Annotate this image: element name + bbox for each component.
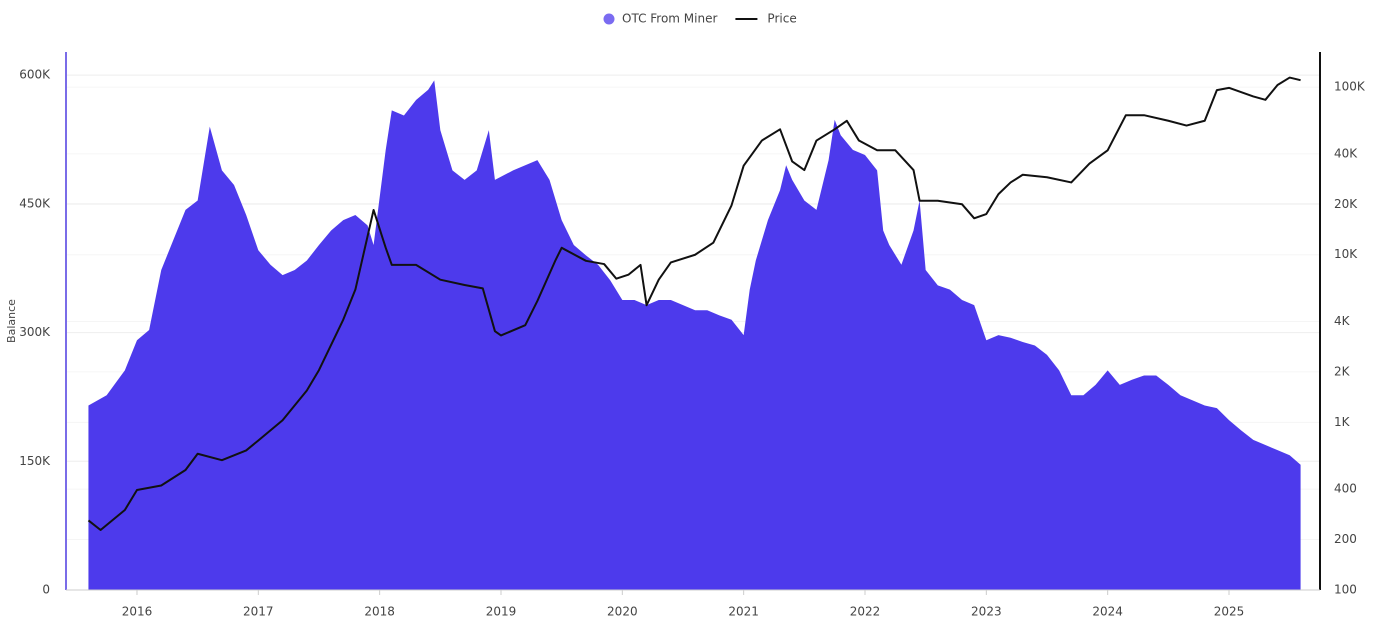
- y2-tick-label: 200: [1334, 532, 1357, 546]
- y2-tick-label: 10K: [1334, 247, 1358, 261]
- y2-tick-label: 100: [1334, 583, 1357, 597]
- y-axis-label: Balance: [5, 299, 18, 343]
- x-tick-label: 2024: [1092, 605, 1123, 619]
- x-tick-label: 2016: [122, 605, 153, 619]
- y2-tick-label: 40K: [1334, 146, 1358, 160]
- x-tick-label: 2023: [971, 605, 1002, 619]
- x-tick-label: 2020: [607, 605, 638, 619]
- price-line: [87, 76, 1301, 532]
- area: [88, 80, 1301, 590]
- y-tick-label: 300K: [19, 325, 51, 339]
- x-tick-label: 2025: [1214, 605, 1245, 619]
- y2-tick-label: 100K: [1334, 80, 1366, 94]
- legend-swatch: [603, 13, 615, 25]
- x-tick-label: 2018: [364, 605, 395, 619]
- x-tick-label: 2017: [243, 605, 274, 619]
- y2-tick-label: 400: [1334, 482, 1357, 496]
- y-tick-label: 600K: [19, 68, 51, 82]
- legend-label: Price: [767, 12, 796, 26]
- y2-tick-label: 2K: [1334, 364, 1351, 378]
- y2-tick-label: 1K: [1334, 415, 1351, 429]
- legend-label: OTC From Miner: [622, 12, 717, 26]
- x-tick-label: 2021: [728, 605, 759, 619]
- y2-tick-label: 20K: [1334, 197, 1358, 211]
- y-tick-label: 0: [42, 583, 50, 597]
- y-tick-label: 450K: [19, 196, 51, 210]
- y2-tick-label: 4K: [1334, 314, 1351, 328]
- x-tick-label: 2022: [850, 605, 881, 619]
- y-tick-label: 150K: [19, 454, 51, 468]
- x-tick-label: 2019: [486, 605, 517, 619]
